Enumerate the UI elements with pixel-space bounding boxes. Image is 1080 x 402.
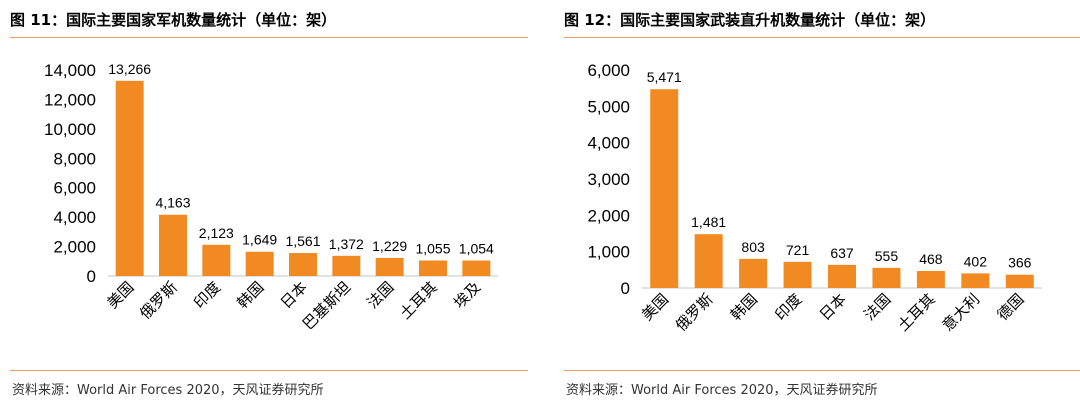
- data-label: 1,481: [691, 214, 726, 230]
- y-tick-label: 2,000: [587, 206, 630, 225]
- data-label: 1,649: [242, 232, 277, 248]
- source-note: 资料来源：World Air Forces 2020，天风证券研究所: [566, 383, 878, 398]
- category-label: 法国: [861, 291, 894, 324]
- data-label: 1,055: [415, 240, 450, 256]
- bar-chart-armed-helicopters: 0 1,000 2,000 3,000 4,000 5,000 6,000 5,471 美国 1,…: [587, 61, 1042, 335]
- category-label: 埃及: [451, 279, 484, 312]
- bar: [245, 251, 274, 276]
- bar: [1005, 274, 1034, 288]
- category-label: 韩国: [234, 279, 267, 312]
- category-label: 俄罗斯: [673, 291, 717, 335]
- source-divider: [10, 370, 528, 371]
- bar: [650, 89, 679, 288]
- bar: [783, 261, 812, 288]
- bar: [159, 214, 187, 276]
- y-tick-label: 5,000: [587, 97, 630, 116]
- bar: [694, 234, 723, 288]
- source-divider: [564, 370, 1080, 371]
- y-tick-label: 14,000: [44, 61, 96, 80]
- bar: [916, 270, 945, 288]
- y-tick-label: 1,000: [587, 243, 630, 262]
- bar: [289, 253, 317, 276]
- bar: [419, 260, 447, 276]
- y-tick-label: 0: [87, 267, 96, 286]
- data-label: 637: [830, 245, 854, 261]
- bar: [375, 257, 404, 276]
- bar: [828, 264, 856, 288]
- category-label: 巴基斯坦: [300, 279, 354, 333]
- y-tick-label: 8,000: [53, 149, 96, 168]
- data-label: 468: [919, 251, 943, 267]
- category-label: 美国: [104, 279, 137, 312]
- figure-title: 图 11：国际主要国家军机数量统计（单位：架）: [10, 11, 337, 29]
- category-label: 印度: [772, 291, 805, 324]
- y-tick-label: 10,000: [44, 120, 96, 139]
- data-label: 803: [741, 239, 765, 255]
- figure-title: 图 12：国际主要国家武装直升机数量统计（单位：架）: [564, 11, 936, 29]
- category-label: 日本: [278, 279, 311, 312]
- category-label: 俄罗斯: [137, 279, 181, 323]
- y-tick-label: 0: [621, 279, 630, 298]
- category-label: 德国: [994, 290, 1028, 324]
- chart-panel-armed-helicopters: 图 12：国际主要国家武装直升机数量统计（单位：架） 0 1,000 2,000 3,…: [554, 0, 1080, 402]
- data-label: 555: [875, 248, 899, 264]
- bar: [739, 258, 768, 288]
- category-label: 印度: [191, 279, 224, 312]
- y-tick-label: 6,000: [53, 179, 96, 198]
- data-label: 366: [1008, 255, 1032, 271]
- category-label: 日本: [817, 291, 850, 324]
- y-tick-label: 6,000: [587, 61, 630, 80]
- data-label: 721: [786, 242, 810, 258]
- y-tick-label: 2,000: [53, 238, 96, 257]
- y-tick-label: 3,000: [587, 170, 630, 189]
- y-tick-label: 12,000: [44, 90, 96, 109]
- data-label: 1,229: [372, 238, 407, 254]
- data-label: 1,054: [459, 240, 494, 256]
- title-divider: [564, 37, 1080, 38]
- data-label: 2,123: [199, 225, 234, 241]
- chart-panel-military-aircraft: 图 11：国际主要国家军机数量统计（单位：架） 0 2,000 4,000 6,000…: [0, 0, 528, 402]
- category-label: 美国: [639, 291, 672, 324]
- data-label: 1,372: [329, 236, 364, 252]
- title-divider: [10, 37, 528, 38]
- y-tick-label: 4,000: [53, 208, 96, 227]
- bar: [961, 273, 990, 288]
- bar: [462, 260, 491, 276]
- category-label: 韩国: [728, 291, 761, 324]
- data-label: 4,163: [155, 195, 190, 211]
- category-label: 土耳其: [895, 291, 939, 335]
- bar: [332, 255, 361, 276]
- bar: [872, 267, 901, 288]
- y-tick-label: 4,000: [587, 134, 630, 153]
- category-label: 法国: [364, 279, 397, 312]
- data-label: 1,561: [285, 233, 320, 249]
- bar-chart-military-aircraft: 0 2,000 4,000 6,000 8,000 10,000 12,000 14,000 1…: [44, 61, 498, 333]
- data-label: 402: [964, 253, 988, 269]
- data-label: 5,471: [647, 69, 682, 85]
- bar: [202, 244, 231, 276]
- data-label: 13,266: [108, 61, 151, 77]
- source-note: 资料来源：World Air Forces 2020，天风证券研究所: [12, 383, 324, 398]
- category-label: 土耳其: [397, 279, 441, 323]
- bar: [115, 80, 144, 276]
- category-label: 意大利: [939, 290, 984, 335]
